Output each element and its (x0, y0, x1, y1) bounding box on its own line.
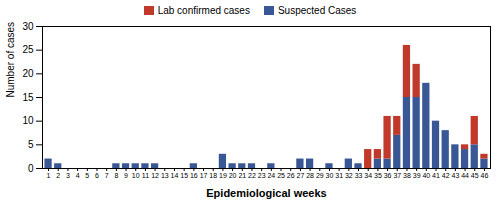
svg-text:43: 43 (451, 172, 459, 179)
svg-text:38: 38 (403, 172, 411, 179)
svg-text:30: 30 (326, 172, 334, 179)
svg-text:44: 44 (461, 172, 469, 179)
svg-text:15: 15 (180, 172, 188, 179)
svg-text:41: 41 (432, 172, 440, 179)
svg-text:10: 10 (132, 172, 140, 179)
svg-text:28: 28 (306, 172, 314, 179)
svg-text:15: 15 (22, 92, 34, 103)
svg-text:0: 0 (28, 163, 34, 174)
svg-text:Epidemiological weeks: Epidemiological weeks (206, 187, 326, 199)
svg-text:14: 14 (171, 172, 179, 179)
html-text:Suspected Cases: Suspected Cases (277, 4, 357, 16)
svg-text:32: 32 (345, 172, 353, 179)
svg-text:17: 17 (200, 172, 208, 179)
svg-text:13: 13 (161, 172, 169, 179)
svg-text:8: 8 (114, 172, 118, 179)
svg-text:40: 40 (422, 172, 430, 179)
svg-text:6: 6 (95, 172, 99, 179)
svg-text:33: 33 (355, 172, 363, 179)
svg-text:18: 18 (209, 172, 217, 179)
svg-text:20: 20 (22, 68, 34, 79)
svg-text:9: 9 (124, 172, 128, 179)
svg-text:27: 27 (297, 172, 305, 179)
svg-text:25: 25 (277, 172, 285, 179)
svg-text:45: 45 (471, 172, 479, 179)
svg-text:46: 46 (481, 172, 489, 179)
svg-text:42: 42 (442, 172, 450, 179)
svg-text:22: 22 (248, 172, 256, 179)
svg-text:31: 31 (335, 172, 343, 179)
svg-text:12: 12 (151, 172, 159, 179)
svg-text:24: 24 (267, 172, 275, 179)
svg-text:34: 34 (364, 172, 372, 179)
svg-text:7: 7 (105, 172, 109, 179)
svg-text:11: 11 (142, 172, 149, 179)
svg-text:23: 23 (258, 172, 266, 179)
svg-text:1: 1 (47, 172, 51, 179)
svg-text:39: 39 (413, 172, 421, 179)
svg-text:30: 30 (22, 21, 34, 32)
svg-text:2: 2 (56, 172, 60, 179)
svg-text:26: 26 (287, 172, 295, 179)
svg-text:5: 5 (85, 172, 89, 179)
svg-text:4: 4 (76, 172, 80, 179)
svg-text:29: 29 (316, 172, 324, 179)
svg-text:10: 10 (22, 115, 34, 126)
svg-text:25: 25 (22, 44, 34, 55)
svg-text:36: 36 (384, 172, 392, 179)
svg-text:19: 19 (219, 172, 227, 179)
svg-text:20: 20 (229, 172, 237, 179)
html-text:Lab confirmed cases: Lab confirmed cases (157, 4, 250, 16)
svg-text:3: 3 (66, 172, 70, 179)
svg-text:21: 21 (238, 172, 246, 179)
svg-text:Number of cases: Number of cases (5, 22, 16, 98)
svg-text:5: 5 (28, 139, 34, 150)
svg-text:37: 37 (393, 172, 401, 179)
svg-text:16: 16 (190, 172, 198, 179)
svg-text:35: 35 (374, 172, 382, 179)
